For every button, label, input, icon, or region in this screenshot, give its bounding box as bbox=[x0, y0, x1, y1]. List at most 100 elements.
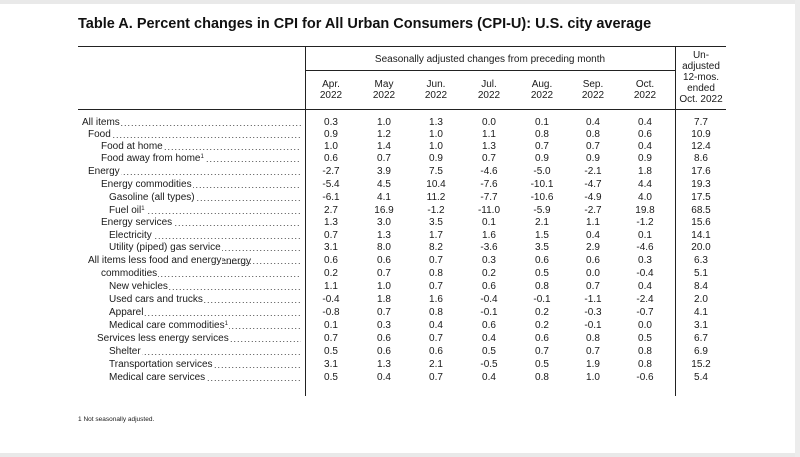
cell-value: -0.1 bbox=[584, 320, 602, 331]
cell-value: -0.6 bbox=[636, 372, 654, 383]
cell-value: 1.4 bbox=[377, 141, 391, 152]
cell-value: 19.8 bbox=[635, 205, 655, 216]
row-label: Electricity bbox=[109, 230, 152, 241]
cell-value: 0.4 bbox=[638, 141, 652, 152]
row-label-line2: ........................................… bbox=[101, 268, 301, 280]
cell-value: 0.5 bbox=[482, 346, 496, 357]
cell-value: 0.3 bbox=[324, 117, 338, 128]
cell-value: 0.7 bbox=[535, 141, 549, 152]
cell-value: 15.2 bbox=[691, 359, 711, 370]
column-header-line: 2022 bbox=[530, 90, 554, 101]
column-header-aug: Aug. 2022 bbox=[514, 79, 570, 101]
row-label-all-items-less-food-and-energy: ........................................… bbox=[88, 255, 301, 267]
row-label-text: Medical care commodities1 bbox=[109, 320, 229, 331]
cell-value: 0.6 bbox=[535, 333, 549, 344]
cell-value: 0.2 bbox=[535, 307, 549, 318]
cell-value: -2.4 bbox=[636, 294, 654, 305]
row-label: Food bbox=[88, 129, 111, 140]
cell-value: 0.8 bbox=[535, 372, 549, 383]
row-label: Medical care commodities bbox=[109, 320, 225, 331]
cell-value: 4.0 bbox=[638, 192, 652, 203]
cell-value: 0.7 bbox=[377, 268, 391, 279]
cell-value: -6.1 bbox=[322, 192, 340, 203]
cell-value: 1.0 bbox=[429, 141, 443, 152]
cell-value: 4.4 bbox=[638, 179, 652, 190]
row-label-text: Electricity bbox=[109, 230, 153, 241]
viewer-bottom-border bbox=[0, 453, 800, 457]
cell-value: -1.2 bbox=[636, 217, 654, 228]
row-label-new-vehicles: ........................................… bbox=[109, 281, 301, 293]
column-header-line: 2022 bbox=[424, 90, 448, 101]
cell-value: 0.6 bbox=[482, 320, 496, 331]
cell-value: -1.1 bbox=[584, 294, 602, 305]
row-label: Used cars and trucks bbox=[109, 294, 203, 305]
dot-leader: ........................................… bbox=[101, 180, 301, 190]
cell-value: 1.8 bbox=[638, 166, 652, 177]
cell-value: 2.1 bbox=[429, 359, 443, 370]
cell-value: 0.8 bbox=[535, 281, 549, 292]
cell-value: 0.4 bbox=[429, 320, 443, 331]
column-header-line: May bbox=[374, 79, 394, 90]
cell-value: -2.7 bbox=[322, 166, 340, 177]
cell-value: 14.1 bbox=[691, 230, 711, 241]
footnote-mark: 1 bbox=[78, 416, 82, 423]
row-label: All items less food and energy bbox=[88, 255, 222, 266]
dot-leader: ........................................… bbox=[101, 269, 301, 279]
unadjusted-header-line: Oct. 2022 bbox=[679, 94, 723, 105]
table-top-rule bbox=[78, 46, 726, 47]
cell-value: 0.5 bbox=[324, 372, 338, 383]
header-sub-rule bbox=[305, 70, 675, 71]
cell-value: -10.6 bbox=[530, 192, 554, 203]
row-label-text: Food at home bbox=[101, 141, 164, 152]
row-label-text: All items less food and energy bbox=[88, 255, 223, 266]
row-label-shelter: ........................................… bbox=[109, 346, 301, 358]
row-label-utility-piped-gas-service: ........................................… bbox=[109, 242, 301, 254]
cell-value: 0.0 bbox=[638, 320, 652, 331]
cell-value: 0.2 bbox=[324, 268, 338, 279]
cell-value: 1.0 bbox=[586, 372, 600, 383]
dot-leader: ........................................… bbox=[82, 118, 301, 128]
cell-value: 3.1 bbox=[324, 359, 338, 370]
cell-value: 6.9 bbox=[694, 346, 708, 357]
column-header-line: Aug. bbox=[531, 79, 553, 90]
row-label-text: Energy services bbox=[101, 217, 174, 228]
footnote: 1 Not seasonally adjusted. bbox=[78, 416, 154, 423]
cell-value: -4.6 bbox=[480, 166, 498, 177]
column-header-line: 2022 bbox=[319, 90, 343, 101]
unadjusted-header: Un-adjusted 12-mos. ended Oct. 2022 bbox=[676, 50, 726, 105]
cell-value: -5.4 bbox=[322, 179, 340, 190]
cell-value: 0.1 bbox=[638, 230, 652, 241]
row-label-text: Transportation services bbox=[109, 359, 214, 370]
cell-value: 19.3 bbox=[691, 179, 711, 190]
cell-value: 3.9 bbox=[377, 166, 391, 177]
cell-value: 3.1 bbox=[324, 242, 338, 253]
table-title: Table A. Percent changes in CPI for All … bbox=[78, 16, 652, 32]
cell-value: 0.6 bbox=[429, 346, 443, 357]
cell-value: 1.7 bbox=[429, 230, 443, 241]
cell-value: 7.5 bbox=[429, 166, 443, 177]
cell-value: 0.7 bbox=[535, 346, 549, 357]
cell-value: 1.9 bbox=[586, 359, 600, 370]
cell-value: 8.6 bbox=[694, 153, 708, 164]
cell-value: -0.8 bbox=[322, 307, 340, 318]
cell-value: 0.8 bbox=[638, 359, 652, 370]
row-label-text: All items bbox=[82, 117, 121, 128]
cell-value: -0.3 bbox=[584, 307, 602, 318]
row-label: Energy services bbox=[101, 217, 173, 228]
row-label-text: Energy bbox=[88, 166, 121, 177]
cell-value: 0.1 bbox=[482, 217, 496, 228]
cell-value: 0.7 bbox=[377, 153, 391, 164]
cell-value: 11.2 bbox=[426, 192, 446, 203]
footnote-ref: 1 bbox=[200, 154, 204, 160]
cell-value: 6.7 bbox=[694, 333, 708, 344]
cell-value: 0.6 bbox=[324, 255, 338, 266]
cell-value: 1.1 bbox=[482, 129, 496, 140]
cell-value: 0.7 bbox=[377, 307, 391, 318]
row-label-text: Gasoline (all types) bbox=[109, 192, 196, 203]
row-label-transportation-services: ........................................… bbox=[109, 359, 301, 371]
row-label-services-less-energy-services: ........................................… bbox=[97, 333, 301, 345]
row-label-text: Used cars and trucks bbox=[109, 294, 204, 305]
row-label-text: Energy commodities bbox=[101, 179, 193, 190]
cell-value: 1.1 bbox=[586, 217, 600, 228]
